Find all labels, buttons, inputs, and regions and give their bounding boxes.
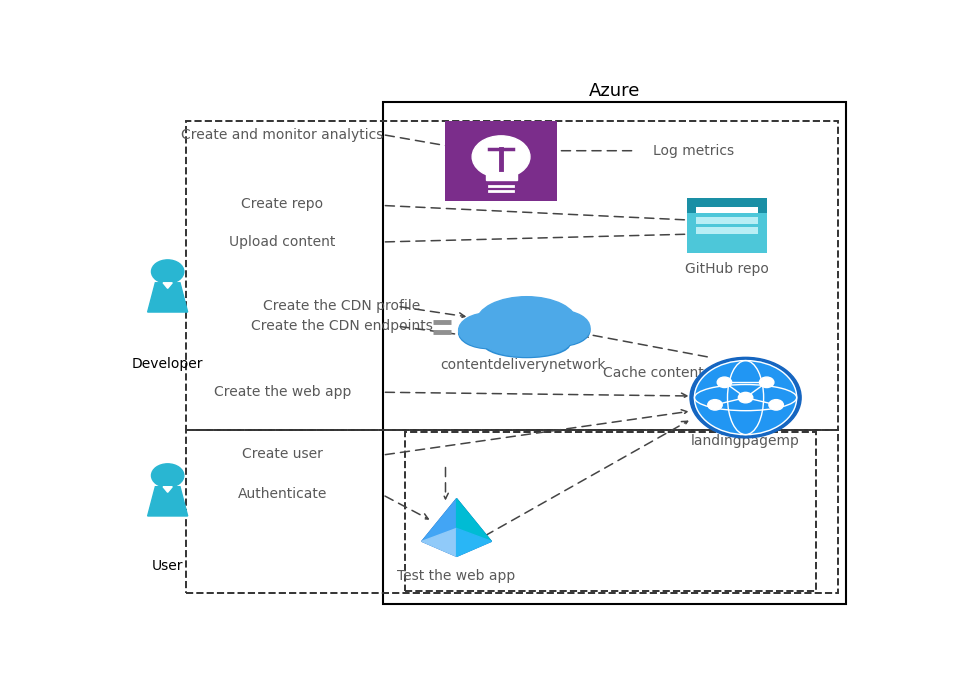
- Bar: [696, 217, 758, 224]
- Ellipse shape: [484, 330, 570, 358]
- Bar: [404, 432, 815, 591]
- Circle shape: [472, 136, 530, 178]
- Circle shape: [707, 399, 722, 410]
- Text: Log metrics: Log metrics: [653, 144, 734, 158]
- Bar: [696, 227, 758, 233]
- Bar: [186, 121, 838, 430]
- Bar: [686, 199, 768, 213]
- Text: Authenticate: Authenticate: [238, 487, 327, 501]
- Polygon shape: [422, 499, 491, 542]
- Bar: [696, 207, 758, 213]
- Circle shape: [151, 464, 184, 487]
- Ellipse shape: [459, 313, 518, 348]
- Bar: [445, 121, 556, 201]
- Text: Create the CDN profile: Create the CDN profile: [263, 300, 421, 314]
- Polygon shape: [457, 499, 491, 542]
- Text: Create user: Create user: [242, 447, 323, 461]
- Ellipse shape: [530, 314, 590, 346]
- Text: Cache content: Cache content: [602, 367, 704, 381]
- Ellipse shape: [477, 297, 576, 347]
- Text: landingpagemp: landingpagemp: [691, 434, 800, 447]
- Polygon shape: [163, 283, 172, 289]
- Ellipse shape: [484, 326, 570, 356]
- Polygon shape: [147, 283, 187, 312]
- Circle shape: [769, 399, 783, 410]
- Circle shape: [694, 360, 796, 435]
- Circle shape: [690, 358, 801, 438]
- Text: Azure: Azure: [588, 82, 640, 100]
- Text: User: User: [152, 558, 184, 573]
- Circle shape: [738, 392, 752, 403]
- Ellipse shape: [530, 310, 590, 345]
- Polygon shape: [457, 528, 491, 556]
- Circle shape: [759, 377, 774, 388]
- Polygon shape: [163, 487, 172, 492]
- Polygon shape: [147, 487, 187, 516]
- Polygon shape: [422, 542, 491, 556]
- Text: Create repo: Create repo: [242, 197, 323, 211]
- Circle shape: [151, 260, 184, 283]
- Bar: [686, 213, 768, 253]
- Text: contentdeliverynetwork: contentdeliverynetwork: [441, 358, 606, 372]
- Ellipse shape: [459, 316, 518, 348]
- Text: Create the CDN endpoints: Create the CDN endpoints: [250, 319, 433, 333]
- Text: GitHub repo: GitHub repo: [685, 262, 769, 276]
- Bar: [186, 430, 838, 594]
- Polygon shape: [422, 528, 457, 556]
- Text: Create the web app: Create the web app: [214, 385, 351, 399]
- Polygon shape: [422, 499, 457, 542]
- Text: Test the web app: Test the web app: [398, 569, 515, 583]
- Text: Developer: Developer: [132, 358, 204, 372]
- Circle shape: [717, 377, 731, 388]
- Text: Upload content: Upload content: [229, 235, 336, 249]
- Ellipse shape: [477, 301, 576, 348]
- Polygon shape: [486, 169, 516, 180]
- Text: Create and monitor analytics: Create and monitor analytics: [182, 128, 383, 141]
- Bar: [382, 102, 845, 604]
